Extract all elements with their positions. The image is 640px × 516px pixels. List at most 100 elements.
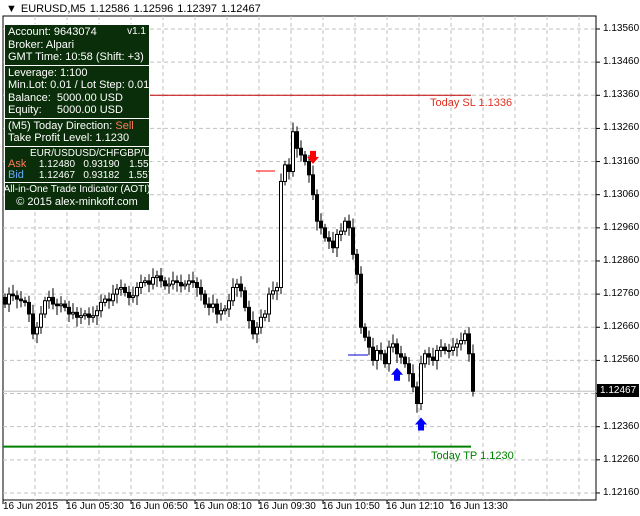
- candle-body: [27, 301, 31, 315]
- candle-body: [211, 303, 215, 308]
- candle-body: [107, 298, 111, 302]
- candle-body: [443, 346, 447, 351]
- candle-body: [215, 303, 219, 315]
- candle-body: [471, 353, 475, 392]
- candle-body: [39, 313, 43, 328]
- candle-body: [183, 283, 187, 287]
- leverage: Leverage: 1:100: [8, 66, 88, 79]
- candle-body: [47, 296, 51, 302]
- equity: Equity: 5000.00 USD: [8, 104, 123, 116]
- candle-body: [95, 310, 99, 317]
- candle-body: [423, 353, 427, 365]
- candle-body: [59, 303, 63, 307]
- candle-body: [191, 280, 195, 284]
- candle-body: [279, 180, 283, 288]
- candle-body: [331, 240, 335, 249]
- x-tick-label: 16 Jun 05:30: [66, 501, 124, 512]
- y-tick-label: 1.12860: [603, 254, 640, 266]
- candle-body: [203, 293, 207, 305]
- candle-body: [235, 283, 239, 288]
- ask: 1.12480: [38, 158, 76, 170]
- candle-body: [55, 303, 59, 307]
- candle-body: [291, 131, 295, 173]
- candle-body: [43, 300, 47, 315]
- chart-header: ▼ EURUSD,M5 1.12586 1.12596 1.12397 1.12467: [6, 3, 265, 15]
- broker: Broker: Alpari: [8, 38, 75, 51]
- x-tick-label: 16 Jun 09:30: [258, 501, 316, 512]
- x-tick-label: 16 Jun 08:10: [194, 501, 252, 512]
- candle-body: [83, 313, 87, 317]
- candle-body: [347, 220, 351, 229]
- candle-body: [311, 174, 315, 196]
- candle-body: [467, 333, 471, 355]
- candle-body: [387, 346, 391, 365]
- candle-body: [455, 343, 459, 348]
- y-tick-label: 1.13060: [603, 188, 640, 200]
- candle-body: [303, 154, 307, 163]
- candle-body: [151, 277, 155, 285]
- low-price: 1.12397: [177, 3, 217, 15]
- ask: 1.55811: [129, 158, 165, 170]
- candle-body: [187, 280, 191, 285]
- candle-body: [419, 363, 423, 404]
- candle-body: [155, 275, 159, 279]
- y-tick-label: 1.13460: [603, 56, 640, 68]
- pair: GBP/USD: [119, 147, 165, 159]
- bid-label: Bid: [8, 168, 24, 181]
- y-tick-label: 1.13560: [603, 23, 640, 34]
- candle-body: [195, 282, 199, 288]
- candle-body: [87, 313, 91, 318]
- candle-body: [335, 233, 339, 249]
- candle-body: [315, 194, 319, 222]
- candle-body: [67, 306, 71, 315]
- candle-body: [327, 237, 331, 242]
- x-tick-label: 16 Jun 10:50: [322, 501, 380, 512]
- sell-arrow-icon: [307, 150, 319, 164]
- buy-arrow-icon: [391, 367, 403, 381]
- copyright: © 2015 alex-minkoff.com: [16, 196, 138, 208]
- candle-body: [99, 301, 103, 312]
- candle-body: [139, 282, 143, 288]
- y-tick-label: 1.12260: [603, 453, 640, 465]
- candle-body: [143, 280, 147, 284]
- candle-body: [263, 313, 267, 318]
- candle-body: [447, 349, 451, 352]
- candle-body: [239, 283, 243, 292]
- bid: 1.12467: [38, 169, 76, 181]
- candle-body: [7, 293, 11, 305]
- current-price-tag: 1.12467: [597, 384, 640, 397]
- candle-body: [275, 286, 279, 292]
- candle-body: [427, 353, 431, 358]
- candle-body: [35, 326, 39, 335]
- x-tick-label: 16 Jun 13:30: [450, 501, 508, 512]
- buy-arrow-icon: [415, 417, 427, 431]
- y-tick-label: 1.12760: [603, 288, 640, 300]
- candle-body: [171, 280, 175, 285]
- candle-body: [271, 290, 275, 295]
- candle-body: [459, 340, 463, 345]
- candle-body: [91, 315, 95, 318]
- candle-body: [363, 326, 367, 338]
- ask-label: Ask: [8, 157, 27, 170]
- account: Account: 9643074: [8, 26, 97, 38]
- candle-body: [31, 313, 35, 335]
- candle-body: [131, 295, 135, 298]
- candle-body: [259, 316, 263, 328]
- bid: 1.55795: [128, 169, 165, 181]
- candle-body: [395, 343, 399, 355]
- product-name: All-in-One Trade Indicator (AOTI): [3, 183, 151, 195]
- candle-body: [23, 300, 27, 303]
- candle-body: [351, 227, 355, 255]
- candle-body: [163, 280, 167, 287]
- open-price: 1.12586: [89, 3, 130, 15]
- candle-body: [411, 373, 415, 388]
- dropdown-triangle-icon[interactable]: ▼: [6, 3, 17, 15]
- ask: 0.93190: [83, 158, 120, 170]
- bid: 0.93182: [83, 169, 120, 181]
- candle-body: [319, 220, 323, 229]
- version: v1.1: [127, 26, 146, 37]
- candle-body: [439, 346, 443, 351]
- candle-body: [359, 273, 363, 328]
- quotes-table: EUR/USD USD/CHF GBP/USD Ask 1.12480 0.93190 1…: [5, 145, 164, 182]
